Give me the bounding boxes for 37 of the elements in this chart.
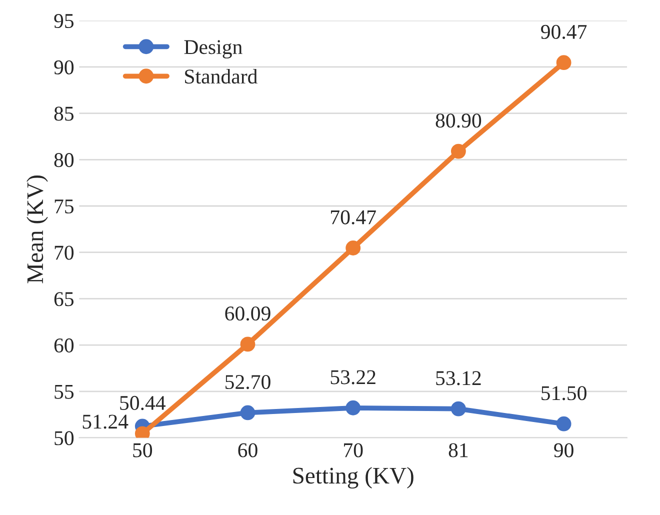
x-axis-title: Setting (KV) bbox=[293, 467, 414, 489]
y-tick-label: 65 bbox=[54, 292, 74, 306]
point bbox=[346, 240, 361, 256]
point bbox=[346, 400, 361, 416]
y-tick-label: 55 bbox=[54, 384, 74, 399]
point bbox=[556, 416, 572, 432]
y-tick-label: 75 bbox=[54, 200, 74, 214]
y-tick-label: 90 bbox=[54, 60, 74, 74]
data-label: 50.44 bbox=[120, 396, 166, 410]
y-tick-label: 70 bbox=[54, 246, 74, 260]
point bbox=[240, 405, 256, 420]
x-tick-label: 70 bbox=[344, 443, 363, 458]
data-label: 51.24 bbox=[82, 414, 128, 429]
x-tick-label: 60 bbox=[238, 443, 258, 458]
data-label: 60.09 bbox=[225, 306, 270, 321]
y-tick-label: 85 bbox=[54, 106, 74, 121]
y-axis-title: Mean (KV) bbox=[26, 175, 48, 284]
y-tick-label: 60 bbox=[54, 338, 74, 352]
legend-label: Design bbox=[184, 40, 242, 58]
legend-label: Standard bbox=[185, 68, 258, 84]
data-label: 80.90 bbox=[436, 114, 482, 128]
data-label: 70.47 bbox=[331, 210, 376, 224]
data-label: 53.22 bbox=[330, 370, 376, 384]
data-label: 51.50 bbox=[542, 386, 586, 400]
data-label: 90.47 bbox=[541, 24, 587, 40]
point bbox=[450, 401, 466, 416]
data-label: 52.70 bbox=[226, 374, 270, 390]
data-label: 53.12 bbox=[436, 371, 481, 386]
x-tick-label: 81 bbox=[448, 443, 468, 458]
y-tick-label: 50 bbox=[54, 431, 74, 446]
point bbox=[450, 144, 466, 159]
y-tick-label: 80 bbox=[54, 153, 74, 168]
y-tick-label: 95 bbox=[54, 14, 74, 28]
point bbox=[556, 55, 572, 70]
x-tick-label: 90 bbox=[554, 443, 574, 458]
point bbox=[240, 336, 256, 352]
x-tick-label: 50 bbox=[133, 443, 152, 458]
